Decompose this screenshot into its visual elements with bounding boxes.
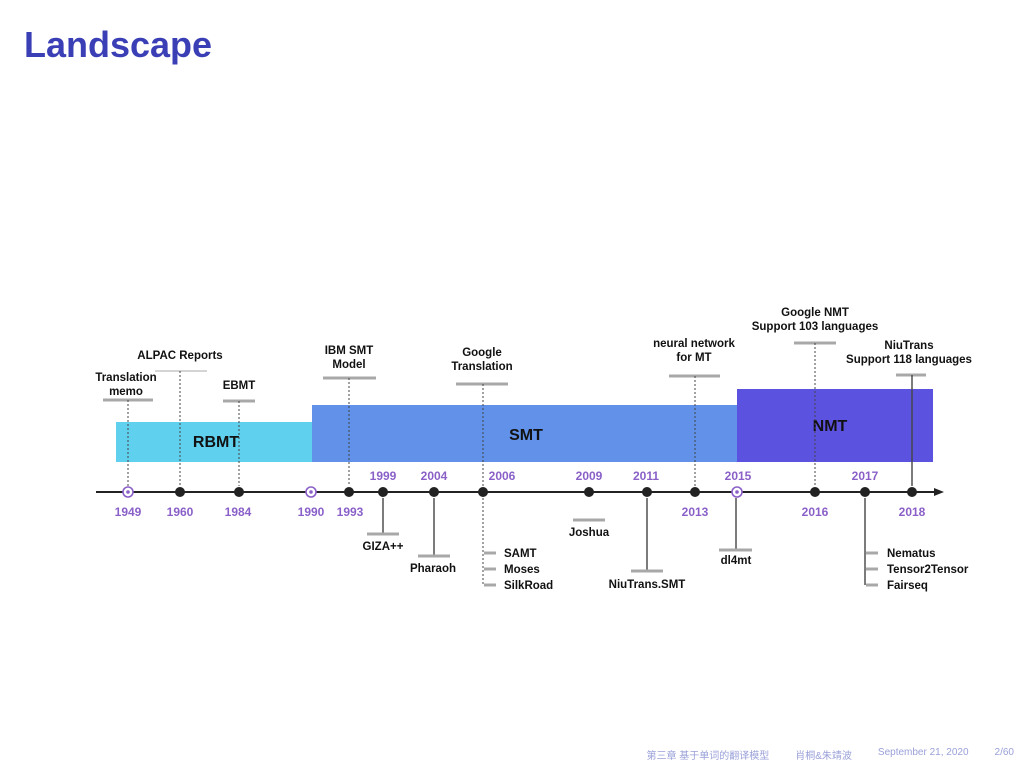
- timeline-dot: [642, 487, 652, 497]
- footer-date: September 21, 2020: [877, 747, 969, 758]
- event-google-nmt: Support 103 languages: [752, 321, 879, 333]
- page-title: Landscape: [24, 24, 213, 65]
- event-tensor2tensor: Tensor2Tensor: [887, 564, 969, 576]
- year-label-2011: 2011: [633, 469, 659, 483]
- timeline-dot: [860, 487, 870, 497]
- era-band-rbmt: [116, 422, 312, 462]
- year-label-2009: 2009: [576, 469, 603, 483]
- year-label-1960: 1960: [167, 505, 194, 519]
- event-niutrans-smt: NiuTrans.SMT: [609, 579, 686, 591]
- timeline-dot: [584, 487, 594, 497]
- timeline-dot: [175, 487, 185, 497]
- year-label-2016: 2016: [802, 505, 829, 519]
- year-label-2004: 2004: [421, 469, 448, 483]
- event-niutrans-nmt: NiuTrans: [884, 340, 933, 352]
- event-silkroad: SilkRoad: [504, 580, 553, 592]
- year-label-1999: 1999: [370, 469, 397, 483]
- year-label-2013: 2013: [682, 505, 709, 519]
- era-label-smt: SMT: [509, 427, 543, 444]
- event-moses: Moses: [504, 564, 540, 576]
- footer-chapter: 第三章 基于单词的翻译模型: [646, 751, 770, 762]
- year-label-1984: 1984: [225, 505, 252, 519]
- timeline-dot-center: [735, 490, 739, 494]
- event-neural-network-for-mt: for MT: [676, 352, 711, 364]
- timeline-dot: [234, 487, 244, 497]
- event-pharaoh: Pharaoh: [410, 563, 456, 575]
- event-ibm-smt-model: Model: [332, 359, 365, 371]
- year-label-2018: 2018: [899, 505, 926, 519]
- event-niutrans-nmt: Support 118 languages: [846, 354, 972, 366]
- timeline-dot: [810, 487, 820, 497]
- year-label-1949: 1949: [115, 505, 142, 519]
- timeline-dot: [478, 487, 488, 497]
- footer-page: 2/60: [994, 747, 1014, 758]
- event-google-nmt: Google NMT: [781, 307, 849, 319]
- timeline-dot: [344, 487, 354, 497]
- event-ibm-smt-model: IBM SMT: [325, 345, 374, 357]
- era-band-nmt: [737, 389, 933, 462]
- era-label-nmt: NMT: [813, 418, 848, 435]
- year-label-1990: 1990: [298, 505, 325, 519]
- event-dl4mt: dl4mt: [721, 555, 752, 567]
- event-fairseq: Fairseq: [887, 580, 928, 592]
- year-label-2006: 2006: [489, 469, 516, 483]
- era-band-smt: [312, 405, 737, 462]
- timeline-dot-center: [309, 490, 313, 494]
- timeline-dot-center: [126, 490, 130, 494]
- footer-authors: 肖桐&朱靖波: [795, 751, 852, 762]
- event-nematus: Nematus: [887, 548, 936, 560]
- event-neural-network-for-mt: neural network: [653, 338, 735, 350]
- timeline-dot: [429, 487, 439, 497]
- timeline-arrowhead: [934, 488, 944, 496]
- event-giza: GIZA++: [363, 541, 404, 553]
- timeline-dot: [907, 487, 917, 497]
- era-label-rbmt: RBMT: [193, 434, 239, 451]
- timeline-dot: [690, 487, 700, 497]
- event-ebmt: EBMT: [223, 380, 256, 392]
- event-translation-memo: memo: [109, 386, 143, 398]
- event-translation-memo: Translation: [95, 372, 156, 384]
- year-label-1993: 1993: [337, 505, 364, 519]
- event-google-translation: Google: [462, 347, 502, 359]
- year-label-2015: 2015: [725, 469, 752, 483]
- event-samt: SAMT: [504, 548, 537, 560]
- footer: 第三章 基于单词的翻译模型 肖桐&朱靖波 September 21, 2020 …: [646, 747, 1014, 762]
- event-alpac-reports: ALPAC Reports: [137, 350, 222, 362]
- event-joshua: Joshua: [569, 527, 610, 539]
- timeline-dot: [378, 487, 388, 497]
- event-google-translation: Translation: [451, 361, 512, 373]
- year-label-2017: 2017: [852, 469, 879, 483]
